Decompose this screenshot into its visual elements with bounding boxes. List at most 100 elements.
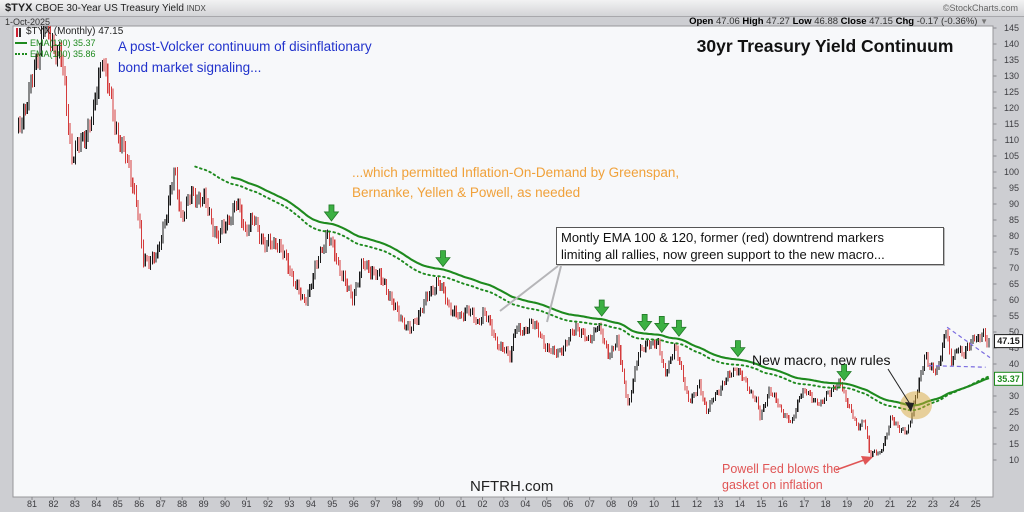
y-axis-tick-label: 30 [1009,391,1019,401]
y-axis-tick-label: 115 [1005,119,1019,129]
page-title: 30yr Treasury Yield Continuum [696,36,954,56]
price-label-text: 47.15 [997,336,1020,346]
x-axis-tick-label: 25 [971,499,981,509]
x-axis-tick-label: 91 [242,499,252,509]
x-axis-tick-label: 22 [906,499,916,509]
chg-label: Chg [895,16,915,27]
green-down-arrow [730,340,746,358]
wedge-upper-trendline [946,326,991,359]
y-axis-tick-label: 25 [1009,407,1019,417]
y-axis-tick-label: 95 [1009,183,1019,193]
y-axis-tick-label: 125 [1004,87,1019,97]
new-macro-arrowhead [905,402,914,412]
new-macro-arrow-line [887,368,911,405]
price-series-layer [17,26,990,458]
x-axis-tick-label: 21 [885,499,895,509]
x-axis-tick-label: 07 [585,499,595,509]
x-axis: 81 82 83 84 85 86 87 88 89 90 91 92 93 94 95 96 97 98 99 00… [27,497,981,509]
price-label-text: 35.37 [997,374,1020,384]
open-value: 47.06 [716,16,740,27]
x-axis-tick-label: 90 [220,499,230,509]
close-label: Close [840,16,867,27]
chart-date: 1-Oct-2025 [5,17,51,27]
y-axis: 1015202530404550556065707580859095100105… [993,23,1019,465]
x-axis-tick-label: 17 [799,499,809,509]
ema100-line [194,165,990,412]
green-down-arrow [593,299,610,317]
y-axis-tick-label: 75 [1009,247,1019,257]
x-axis-tick-label: 10 [649,499,659,509]
powell-arrowhead [861,456,873,465]
x-axis-tick-label: 16 [778,499,788,509]
x-axis-tick-label: 96 [349,499,359,509]
green-down-arrow [636,314,653,332]
wedge-lower-trendline [928,365,986,368]
chart-header-bar: $TYX CBOE 30-Year US Treasury Yield INDX… [0,0,1024,17]
stockcharts-copyright: ©StockCharts.com [942,3,1018,13]
ema-box-callout-line [499,265,559,312]
nftrh-watermark: NFTRH.com [470,478,554,495]
price-label-box [994,334,1023,349]
x-axis-tick-label: 19 [842,499,852,509]
close-value: 47.15 [869,16,893,27]
ema120-line [230,176,990,407]
x-axis-tick-label: 05 [542,499,552,509]
x-axis-tick-label: 04 [520,499,530,509]
index-tag: INDX [186,4,206,13]
x-axis-tick-label: 11 [671,499,680,509]
open-label: Open [689,16,714,27]
x-axis-tick-label: 97 [370,499,380,509]
legend-ema100-row: EMA(100) 35.86 [15,49,123,59]
y-axis-tick-label: 105 [1004,151,1019,161]
y-axis-tick-label: 70 [1009,263,1019,273]
ticker-description: CBOE 30-Year US Treasury Yield [35,3,184,14]
x-axis-tick-label: 93 [284,499,294,509]
y-axis-tick-label: 100 [1004,167,1019,177]
x-axis-tick-label: 20 [864,499,874,509]
green-down-arrow [323,204,340,222]
low-value: 46.88 [814,16,839,27]
y-axis-tick-label: 50 [1009,327,1019,337]
ticker-symbol: $TYX [5,2,33,14]
price-label-box [994,371,1023,386]
x-axis-tick-label: 85 [113,499,123,509]
x-axis-tick-label: 95 [327,499,337,509]
chevron-down-icon[interactable]: ▼ [980,17,988,26]
y-axis-tick-label: 10 [1009,455,1019,465]
x-axis-tick-label: 24 [949,499,959,509]
powell-arrow-line [835,459,865,471]
x-axis-tick-label: 01 [456,499,466,509]
x-axis-tick-label: 82 [48,499,58,509]
x-axis-tick-label: 08 [606,499,616,509]
ema100-line-swatch [15,53,27,55]
y-axis-tick-label: 130 [1004,71,1019,81]
y-axis-tick-label: 65 [1009,279,1019,289]
y-axis-tick-label: 120 [1004,103,1019,113]
green-down-arrow [836,364,852,382]
x-axis-tick-label: 89 [199,499,209,509]
y-axis-tick-label: 80 [1009,231,1019,241]
x-axis-tick-label: 92 [263,499,273,509]
ema-box-callout-line [546,265,562,323]
y-axis-tick-label: 140 [1004,39,1019,49]
green-arrow-markers [323,204,852,382]
x-axis-tick-label: 23 [928,499,938,509]
legend-main-label: $TYX (Monthly) 47.15 [26,26,124,37]
x-axis-tick-label: 88 [177,499,187,509]
ema-crossover-highlight [899,391,932,420]
x-axis-tick-label: 12 [692,499,702,509]
x-axis-tick-label: 06 [563,499,573,509]
y-axis-tick-label: 135 [1004,55,1019,65]
y-axis-tick-label: 40 [1009,359,1019,369]
y-axis-tick-label: 55 [1009,311,1019,321]
y-axis-tick-label: 15 [1009,439,1019,449]
y-axis-tick-label: 90 [1009,199,1019,209]
y-axis-tick-label: 60 [1009,295,1019,305]
chart-legend: $TYX (Monthly) 47.15 EMA(120) 35.37 EMA(… [15,27,123,59]
x-axis-tick-label: 83 [70,499,80,509]
legend-ema120-row: EMA(120) 35.37 [15,38,123,48]
x-axis-tick-label: 15 [756,499,766,509]
legend-ema100-label: EMA(100) 35.86 [30,49,96,59]
